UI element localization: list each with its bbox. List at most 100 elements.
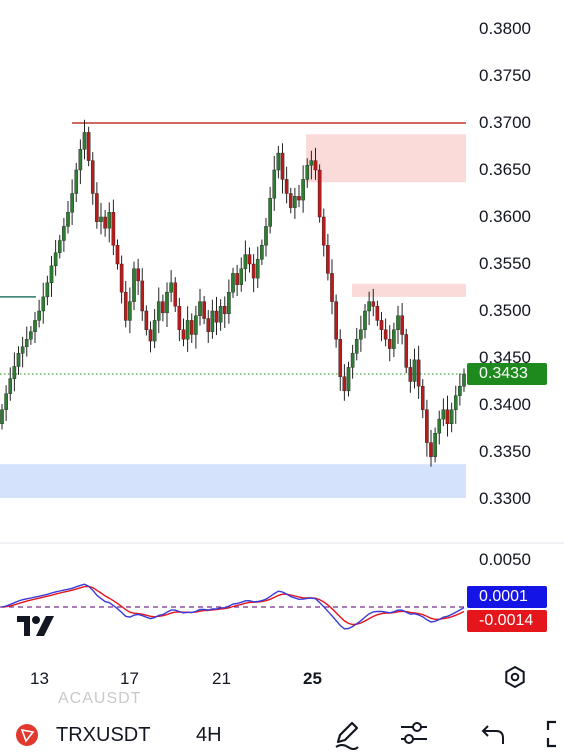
candle-body — [41, 296, 46, 312]
candle-body — [4, 393, 8, 410]
supply-zone-lower — [352, 283, 466, 297]
price-axis-label: 0.3650 — [479, 160, 531, 179]
candle-body — [20, 346, 25, 354]
candle-body — [408, 367, 413, 382]
candle-body — [396, 315, 400, 331]
candle-body — [247, 254, 252, 265]
price-axis-label: 0.3600 — [479, 207, 531, 226]
candle-body — [330, 273, 334, 302]
candle-body — [169, 282, 173, 293]
candle-body — [387, 339, 392, 349]
candle-body — [37, 310, 41, 321]
price-axis-label: 0.3350 — [479, 442, 531, 461]
candle-body — [78, 149, 83, 171]
candle-body — [210, 310, 215, 332]
candle-body — [181, 329, 186, 340]
candle-body — [222, 306, 227, 315]
candle-body — [412, 359, 417, 382]
candle-body — [185, 320, 190, 340]
candles-layer — [0, 119, 466, 467]
candle-body — [33, 320, 37, 332]
candle-body — [346, 367, 351, 392]
candle-body — [260, 244, 264, 260]
price-axis-label: 0.3800 — [479, 19, 531, 38]
candle-body — [202, 301, 206, 319]
candle-body — [392, 329, 396, 349]
price-axis-label: 0.3400 — [479, 395, 531, 414]
candle-body — [128, 301, 132, 321]
candle-body — [235, 273, 239, 285]
candle-body — [243, 254, 248, 269]
candle-body — [437, 418, 442, 434]
interval-button[interactable]: 4H — [196, 724, 222, 746]
candle-body — [383, 329, 388, 340]
draw-pencil-icon[interactable] — [328, 716, 364, 750]
candle-body — [425, 409, 429, 443]
candle-body — [239, 268, 244, 285]
macd-line — [1, 583, 465, 630]
candle-body — [309, 160, 314, 166]
candle-body — [251, 263, 256, 279]
candle-body — [189, 320, 194, 335]
candle-body — [82, 132, 87, 150]
candle-body — [284, 179, 289, 194]
price-axis-label: 0.3550 — [479, 254, 531, 273]
candle-body — [255, 259, 260, 279]
signal-line — [1, 585, 465, 626]
signal-value-tag: -0.0014 — [467, 610, 547, 632]
candle-body — [293, 196, 297, 208]
candle-body — [161, 301, 165, 314]
candle-body — [132, 268, 136, 302]
candle-body — [272, 169, 277, 199]
undo-icon[interactable] — [476, 716, 512, 750]
candle-body — [404, 334, 409, 368]
candle-body — [379, 320, 384, 330]
candle-body — [317, 169, 322, 218]
candle-body — [321, 216, 326, 246]
candle-body — [74, 169, 79, 194]
candle-body — [0, 409, 4, 425]
candle-body — [449, 409, 454, 425]
demand-zone — [0, 464, 466, 499]
candle-body — [305, 165, 310, 180]
candle-body — [140, 280, 145, 312]
candle-body — [45, 282, 50, 298]
candle-body — [350, 353, 355, 368]
price-axis-label: 0.3750 — [479, 66, 531, 85]
candle-body — [453, 395, 458, 410]
candle-body — [29, 331, 33, 340]
candle-body — [156, 301, 161, 321]
time-axis-label: 13 — [30, 669, 49, 688]
candle-body — [24, 339, 29, 347]
candle-body — [173, 282, 178, 307]
candle-body — [416, 359, 421, 387]
symbol-button[interactable]: TRXUSDT — [56, 724, 151, 746]
candle-body — [165, 292, 169, 314]
candle-body — [458, 386, 462, 396]
candle-body — [214, 310, 219, 323]
fullscreen-icon[interactable] — [540, 716, 564, 750]
candle-body — [429, 442, 433, 457]
price-axis-label: 0.3450 — [479, 348, 531, 367]
candle-body — [400, 315, 404, 335]
candle-body — [288, 193, 293, 208]
candle-body — [359, 329, 363, 340]
candle-body — [148, 329, 153, 342]
candle-body — [194, 315, 198, 335]
chart-settings-icon[interactable] — [503, 665, 527, 689]
tron-logo-icon — [16, 724, 38, 746]
candle-body — [16, 353, 21, 367]
tradingview-logo-icon — [17, 616, 54, 636]
ghost-symbol-text: ACAUSDT — [58, 690, 142, 707]
candle-body — [433, 433, 437, 457]
candle-body — [420, 386, 425, 410]
macd-value-tag: 0.0001 — [467, 586, 547, 608]
indicators-sliders-icon[interactable] — [396, 716, 432, 750]
candle-body — [95, 193, 99, 222]
candle-body — [136, 268, 140, 282]
candle-body — [66, 212, 70, 227]
price-axis-label: 0.3700 — [479, 113, 531, 132]
price-axis-label: 0.3500 — [479, 301, 531, 320]
candle-body — [338, 339, 343, 378]
